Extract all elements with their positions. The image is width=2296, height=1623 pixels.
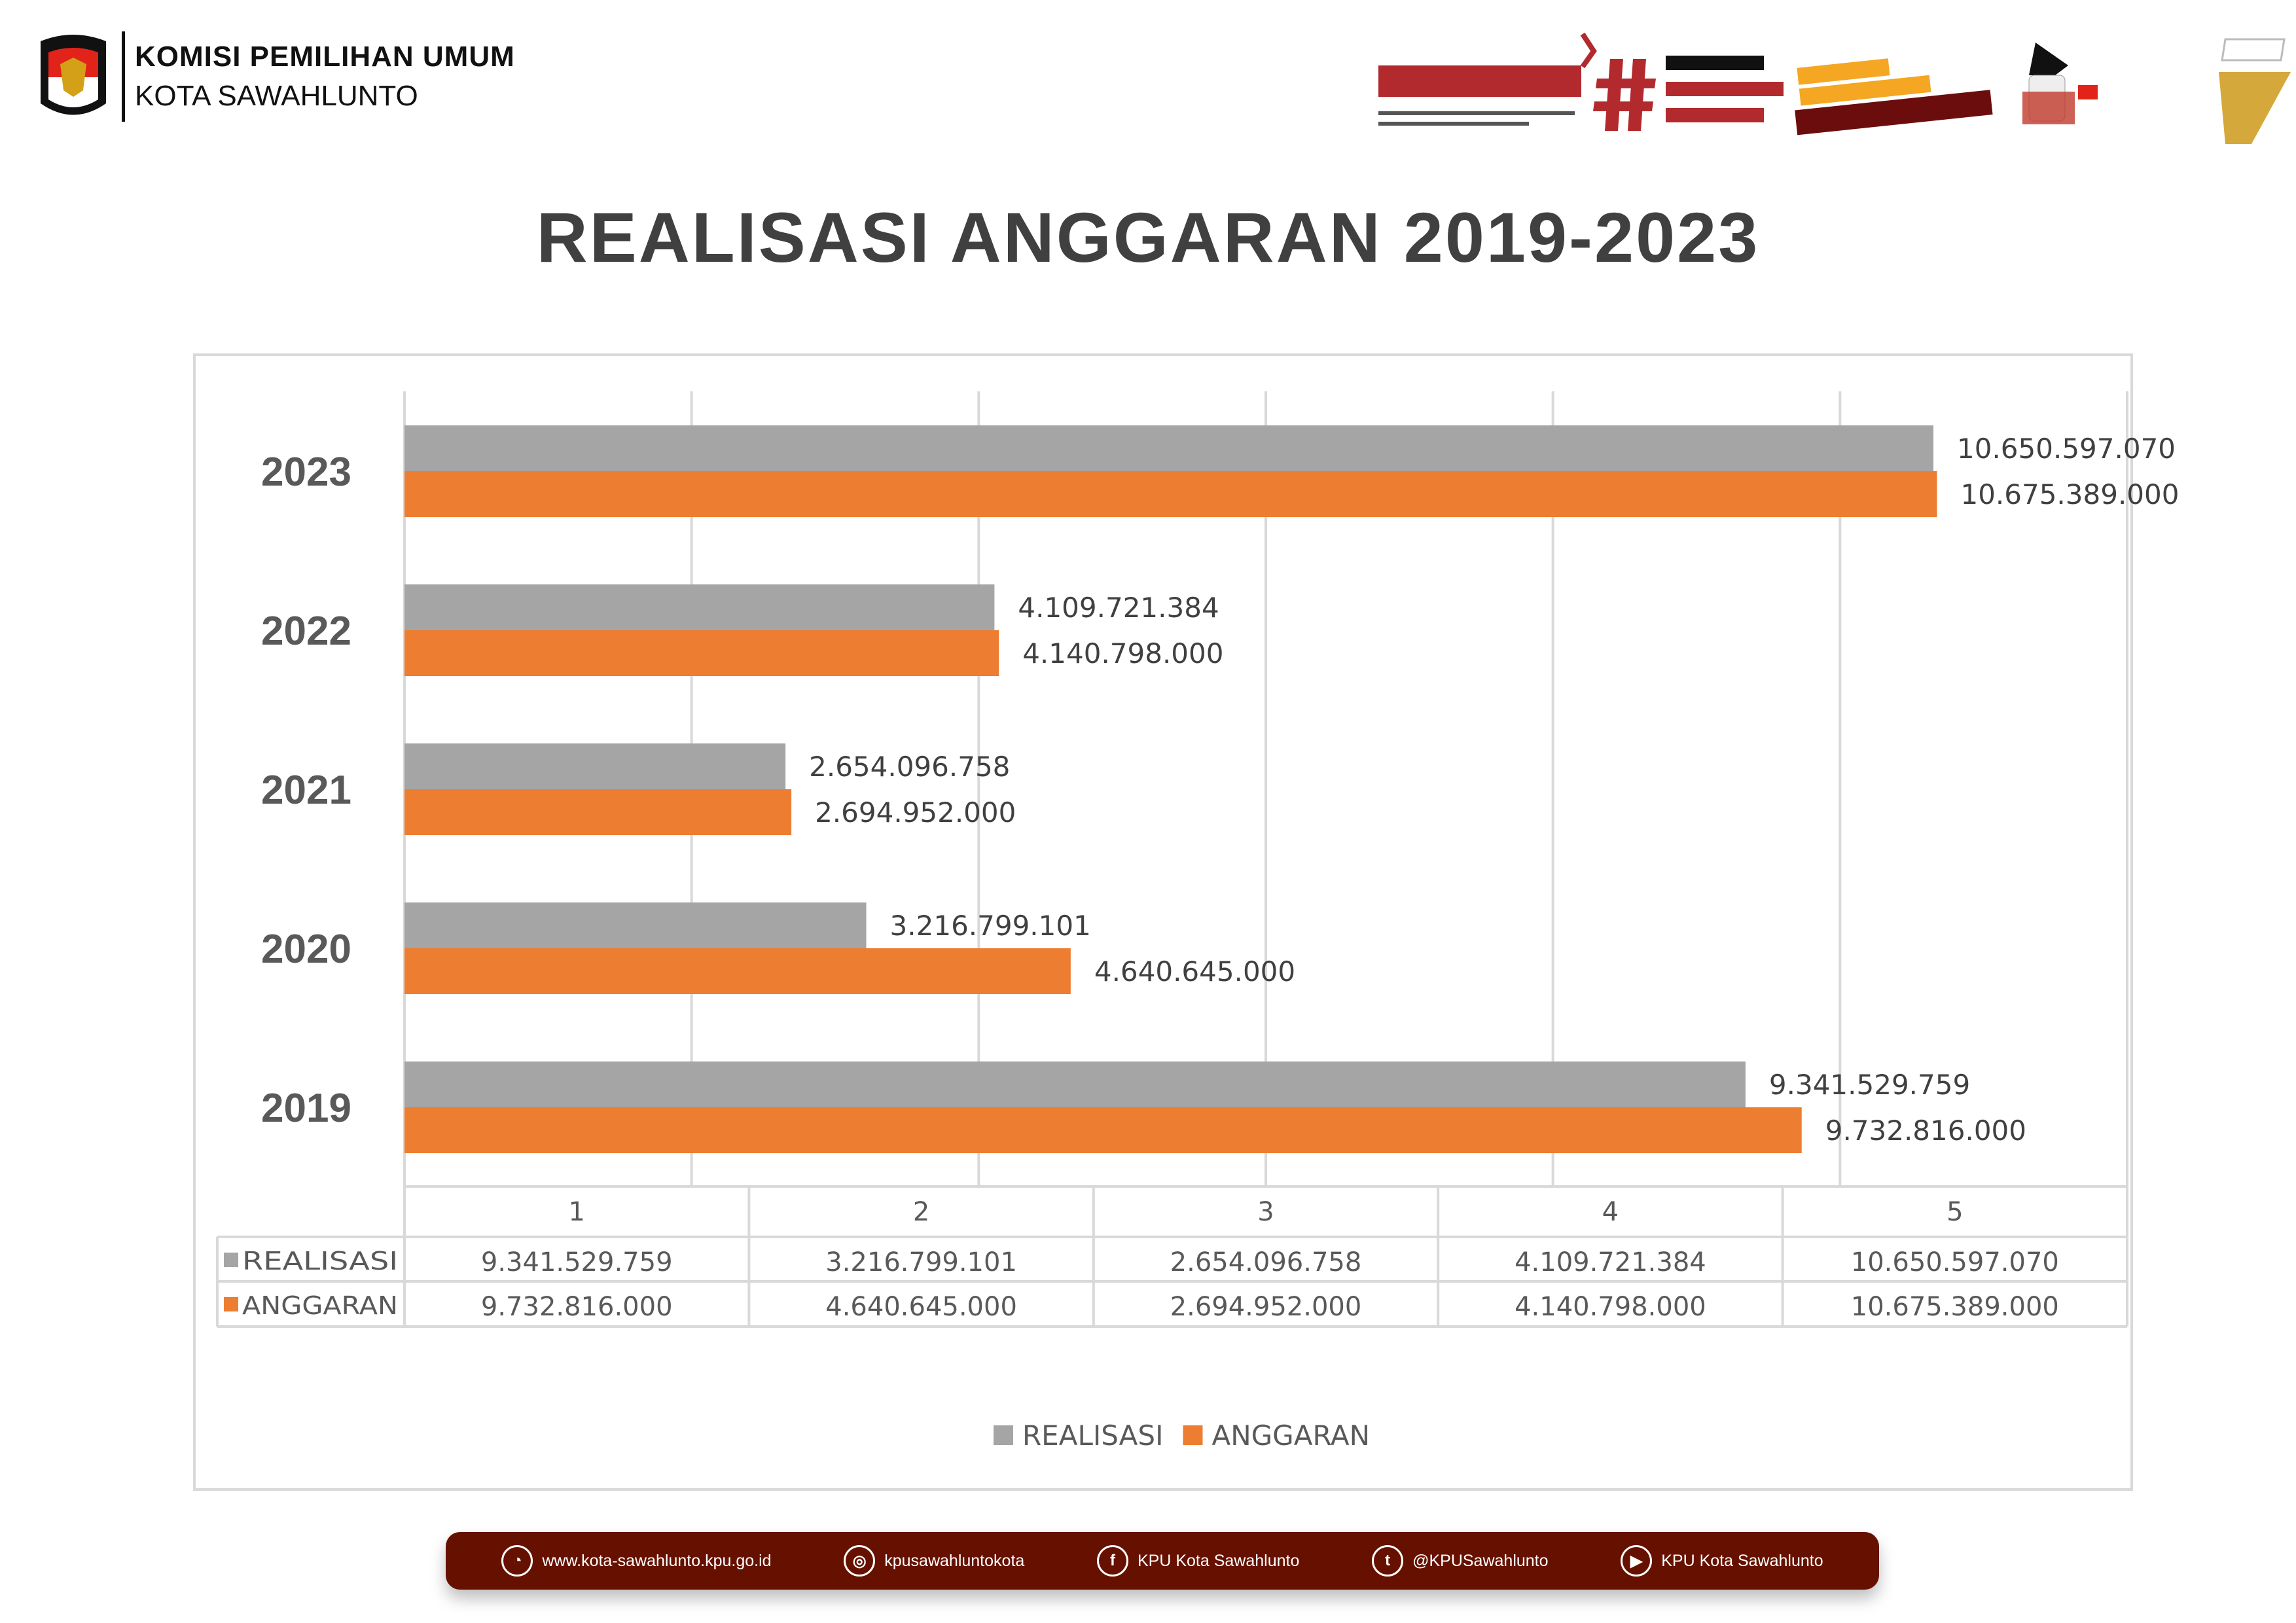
legend-swatch [994,1425,1013,1445]
footer-contact-bar: ◔ www.kota-sawahlunto.kpu.go.id ◎ kpusawah… [446,1532,1879,1590]
twitter-icon: t [1372,1545,1404,1577]
data-label: 2.654.096.758 [809,751,1010,783]
footer-twitter[interactable]: t @KPUSawahlunto [1372,1545,1549,1577]
data-label: 4.109.721.384 [1018,592,1219,624]
chart-frame [193,353,2133,1491]
bar-realisasi [404,1061,1746,1107]
bar-anggaran [404,1107,1802,1153]
table-header: 3 [1257,1197,1274,1227]
org-city: KOTA SAWAHLUNTO [135,80,418,112]
pilkada-logo [1795,58,1993,135]
category-label: 2019 [261,1086,351,1131]
legend-key-realisasi [224,1253,238,1267]
data-label: 3.216.799.101 [890,910,1091,942]
legend-key-anggaran [224,1297,238,1311]
table-cell: 10.675.389.000 [1851,1292,2059,1322]
footer-website[interactable]: ◔ www.kota-sawahlunto.kpu.go.id [501,1545,772,1577]
data-label: 10.650.597.070 [1957,433,2176,465]
bar-realisasi [404,902,867,948]
bar-anggaran [404,471,1937,517]
data-label: 9.732.816.000 [1825,1115,2026,1147]
bar-anggaran [404,630,999,676]
footer-text: KPU Kota Sawahlunto [1661,1551,1823,1570]
footer-text: @KPUSawahlunto [1412,1551,1549,1570]
chart-title: REALISASI ANGGARAN 2019-2023 [536,198,1760,277]
berakhlak-logo [1378,32,1597,126]
footer-facebook[interactable]: f KPU Kota Sawahlunto [1097,1545,1299,1577]
table-cell: 4.640.645.000 [825,1292,1017,1322]
table-header: 1 [568,1197,584,1227]
data-label: 2.694.952.000 [815,796,1016,829]
table-cell: 3.216.799.101 [825,1247,1017,1277]
table-header: 4 [1602,1197,1619,1227]
rss-icon: ◔ [501,1545,533,1577]
bar-realisasi [404,425,1934,471]
legend-label: REALISASI [1022,1419,1163,1452]
header-divider [122,31,125,122]
bar-realisasi [404,743,786,789]
facebook-icon: f [1097,1545,1128,1577]
data-label: 4.140.798.000 [1022,637,1223,669]
footer-text: kpusawahluntokota [884,1551,1025,1570]
table-cell: 10.650.597.070 [1851,1247,2059,1277]
election-date-logo [2219,38,2291,144]
table-header: 2 [913,1197,929,1227]
table-cell: 4.140.798.000 [1515,1292,1706,1322]
table-row-label: ANGGARAN [242,1291,398,1320]
instagram-icon: ◎ [844,1545,876,1577]
bar-anggaran [404,948,1071,994]
kpu-logo [41,35,106,115]
youtube-icon: ▶ [1621,1545,1653,1577]
table-cell: 9.732.816.000 [481,1292,673,1322]
mascot [2022,43,2098,124]
category-label: 2021 [261,768,351,813]
table-cell: 4.109.721.384 [1515,1247,1706,1277]
bar-realisasi [404,584,995,630]
data-label: 9.341.529.759 [1769,1069,1970,1101]
table-cell: 2.654.096.758 [1170,1247,1362,1277]
table-header: 5 [1946,1197,1963,1227]
table-cell: 2.694.952.000 [1170,1292,1362,1322]
category-label: 2022 [261,609,351,654]
bar-anggaran [404,789,792,835]
legend-swatch [1183,1425,1203,1445]
org-name: KOMISI PEMILIHAN UMUM [135,41,515,73]
partner-logos [1378,32,2291,144]
data-label: 4.640.645.000 [1094,955,1295,988]
category-label: 2023 [261,450,351,495]
footer-youtube[interactable]: ▶ KPU Kota Sawahlunto [1621,1545,1823,1577]
category-label: 2020 [261,927,351,972]
footer-instagram[interactable]: ◎ kpusawahluntokota [844,1545,1024,1577]
bangga-melayani-logo [1593,56,1784,131]
legend-label: ANGGARAN [1211,1419,1370,1452]
data-label: 10.675.389.000 [1960,478,2179,510]
footer-text: KPU Kota Sawahlunto [1138,1551,1300,1570]
table-row-label: REALISASI [242,1247,398,1275]
table-cell: 9.341.529.759 [481,1247,673,1277]
footer-text: www.kota-sawahlunto.kpu.go.id [542,1551,772,1570]
